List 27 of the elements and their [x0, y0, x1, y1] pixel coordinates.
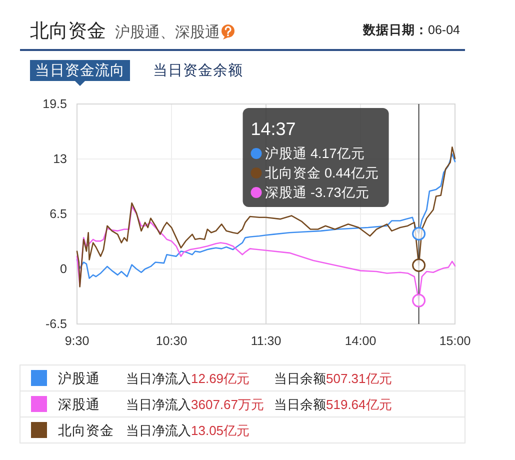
annotation: 深股通 -3.73亿元 — [264, 185, 370, 200]
x-tick-label: 11:30 — [250, 334, 282, 348]
legend-label: 深股通 — [58, 397, 100, 412]
text: 当日净流入12.69亿元 — [126, 371, 250, 386]
y-tick-label: 19.5 — [42, 97, 68, 111]
text: 当日余额519.64亿元 — [274, 397, 392, 412]
legend-label: 沪股通 — [58, 371, 100, 386]
text: 当日净流入13.05亿元 — [126, 423, 250, 438]
chart-subtitle: 沪股通、深股通 — [115, 24, 220, 41]
text: 当日余额507.31亿元 — [274, 371, 392, 386]
text: 当日资金余额 — [153, 62, 243, 79]
x-tick-label: 10:30 — [156, 334, 188, 348]
chart-title: 北向资金 — [30, 21, 106, 42]
annotation: 北向资金 0.44亿元 — [264, 166, 379, 180]
text: 当日资金流向 — [35, 62, 125, 79]
annotation: 沪股通 4.17亿元 — [264, 146, 365, 161]
text: 当日净流入3607.67万元 — [126, 397, 264, 412]
x-tick-label: 9:30 — [64, 334, 90, 348]
annotation: 14:37 — [250, 119, 296, 139]
legend-label: 北向资金 — [58, 423, 114, 438]
y-tick-label: 0 — [60, 262, 68, 276]
x-tick-label: 14:00 — [344, 334, 376, 348]
x-tick-label: 15:00 — [439, 334, 471, 348]
y-tick-label: 13 — [53, 152, 68, 166]
y-tick-label: 6.5 — [50, 207, 68, 221]
y-tick-label: -6.5 — [45, 317, 68, 331]
text: 数据日期：06-04 — [362, 23, 460, 37]
